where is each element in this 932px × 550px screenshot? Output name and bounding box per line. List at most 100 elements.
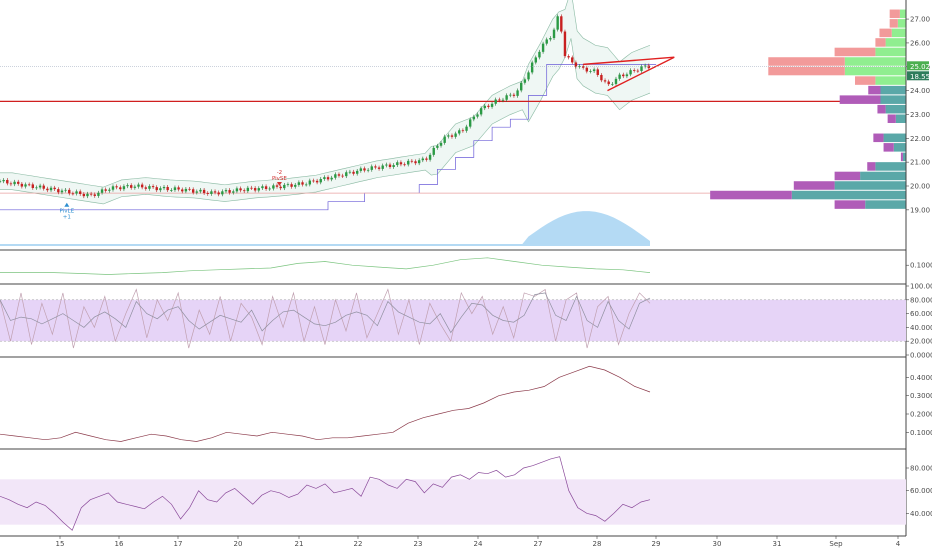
price-tick-label: 19.00 (910, 206, 930, 214)
candle-body (586, 68, 588, 72)
candle-body (112, 186, 114, 189)
candle-body (10, 183, 12, 184)
candle-body (330, 178, 332, 180)
candle-body (637, 71, 639, 72)
pivot-short-label: PivSE (272, 176, 287, 182)
date-tick-label: 20 (234, 540, 243, 548)
date-tick-label: 21 (295, 540, 304, 548)
candle-body (188, 189, 190, 190)
date-tick-label: 30 (713, 540, 722, 548)
candle-body (371, 166, 373, 169)
candle-body (137, 185, 139, 187)
candle-body (484, 106, 486, 108)
candle-body (567, 56, 569, 57)
candle-body (39, 186, 41, 188)
candle-body (152, 186, 154, 187)
volume-profile-bar (873, 134, 883, 143)
volume-profile-bar (888, 114, 896, 123)
stochastic-band (0, 300, 906, 341)
candle-body (148, 186, 150, 189)
pivot-long-sublabel: +1 (63, 215, 71, 221)
candle-body (462, 130, 464, 131)
candle-body (607, 82, 609, 85)
candle-body (119, 187, 121, 189)
candle-body (185, 189, 187, 191)
candle-body (64, 190, 66, 191)
date-tick-label: 16 (115, 540, 124, 548)
date-axis: 15 16 17 20 21 22 23 24 27 28 29 30 31 Sep 4 (56, 536, 901, 548)
volume-profile-bar (855, 76, 875, 85)
candle-body (535, 57, 537, 62)
candle-body (425, 159, 427, 160)
candle-body (422, 159, 424, 161)
volume-profile-bar (768, 67, 845, 76)
indicator-1-panel (0, 258, 650, 275)
volume-profile-bar (875, 162, 906, 171)
candle-body (316, 181, 318, 183)
candle-body (356, 171, 358, 174)
volume-profile-bar (835, 200, 866, 209)
candle-body (6, 180, 8, 183)
candle-body (593, 69, 595, 71)
volume-profile-bar (835, 48, 876, 57)
candle-body (549, 38, 551, 39)
volume-profile-bar (877, 105, 885, 114)
volume-profile-bar (845, 67, 906, 76)
candle-body (174, 187, 176, 190)
candle-body (334, 174, 336, 177)
candle-body (177, 187, 179, 189)
secondary-price-label: 18.55 (910, 73, 930, 81)
candle-body (28, 184, 30, 185)
candle-body (363, 168, 365, 170)
candle-body (166, 187, 168, 190)
candle-body (250, 188, 252, 189)
candle-body (221, 191, 223, 194)
date-tick-label: 31 (773, 540, 782, 548)
candle-body (502, 100, 504, 101)
candle-body (115, 186, 117, 187)
candle-body (199, 190, 201, 192)
volume-profile-bar (875, 38, 885, 47)
candle-body (269, 189, 271, 190)
candle-body (589, 71, 591, 72)
stochastic-tick-label: 80.0000 (910, 296, 932, 304)
candle-body (516, 90, 518, 95)
candle-body (156, 187, 158, 190)
candle-body (600, 75, 602, 80)
candle-body (243, 190, 245, 191)
candle-body (236, 188, 238, 191)
candle-body (79, 191, 81, 194)
candle-body (32, 184, 34, 188)
date-tick-label: Sep (829, 540, 843, 548)
candle-body (247, 188, 249, 191)
candle-body (35, 187, 37, 188)
volume-area (0, 211, 650, 246)
candle-body (97, 193, 99, 196)
candle-body (68, 190, 70, 194)
indicator-3-line (0, 366, 650, 441)
candle-body (94, 194, 96, 195)
volume-profile-bar (710, 191, 792, 200)
volume-profile-bar (868, 86, 880, 95)
volume-profile-bar (881, 95, 907, 104)
candle-body (520, 83, 522, 91)
price-tick-label: 22.00 (910, 135, 930, 143)
candle-body (553, 30, 555, 38)
candle-body (72, 193, 74, 194)
volume-profile-bar (898, 19, 906, 28)
candle-body (57, 189, 59, 192)
candle-body (509, 95, 511, 96)
candle-body (480, 108, 482, 114)
candle-body (287, 184, 289, 185)
candle-body (141, 185, 143, 188)
candle-body (396, 162, 398, 165)
candle-body (411, 161, 413, 162)
candle-body (283, 185, 285, 188)
candle-body (429, 155, 431, 160)
volume-profile-bar (792, 191, 906, 200)
volume-profile-bar (890, 19, 898, 28)
candle-body (498, 100, 500, 101)
